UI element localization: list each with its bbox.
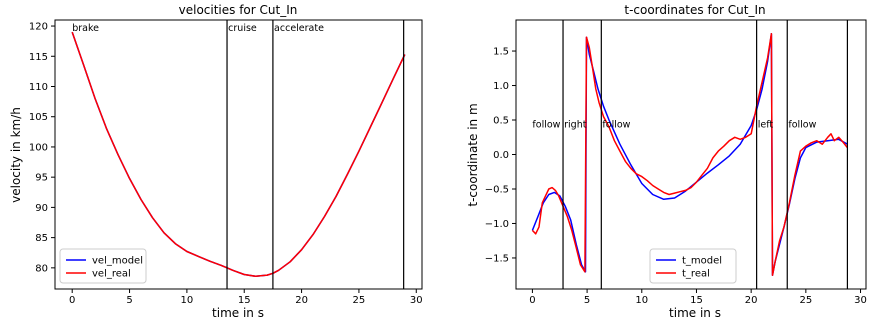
y-tick-label: 100	[29, 142, 48, 153]
series-line-vel_real	[71, 31, 406, 278]
x-axis-label: time in s	[212, 306, 264, 320]
y-tick-label: −0.5	[485, 184, 509, 195]
x-tick-label: 5	[584, 295, 590, 306]
y-axis-label: t-coordinate in m	[466, 103, 480, 206]
x-tick-label: 10	[635, 295, 648, 306]
x-tick-label: 20	[745, 295, 758, 306]
plot-frame	[54, 19, 423, 290]
legend: vel_model vel_real	[59, 248, 147, 284]
x-tick-label: 0	[529, 295, 535, 306]
series-line-t_real	[531, 33, 848, 276]
legend-box	[649, 248, 737, 284]
y-tick-label: 0.0	[493, 150, 509, 161]
x-tick-label: 25	[353, 295, 366, 306]
y-tick-label: 115	[29, 52, 48, 63]
legend-label: t_model	[682, 256, 722, 267]
phase-label: cruise	[228, 23, 257, 34]
legend-label: vel_model	[92, 256, 143, 267]
phase-label: follow	[532, 119, 560, 130]
y-tick-label: 120	[29, 22, 48, 33]
y-tick-label: 1.0	[493, 81, 509, 92]
y-tick-label: −1.0	[485, 219, 509, 230]
y-tick-label: 85	[35, 233, 48, 244]
x-tick-label: 15	[690, 295, 703, 306]
y-tick-label: 110	[29, 82, 48, 93]
chart-title: velocities for Cut_In	[179, 3, 298, 17]
phase-label: right	[564, 119, 587, 130]
legend-label: vel_real	[92, 269, 131, 280]
x-tick-label: 20	[295, 295, 308, 306]
phase-label: follow	[788, 119, 816, 130]
phase-label: accelerate	[274, 23, 324, 34]
legend: t_model t_real	[649, 248, 737, 284]
phase-label: left	[758, 119, 774, 130]
x-tick-label: 10	[181, 295, 194, 306]
legend-label: t_real	[682, 269, 710, 280]
x-tick-label: 5	[126, 295, 132, 306]
legend-box	[59, 248, 147, 284]
y-tick-label: 80	[35, 263, 48, 274]
series-line-vel_model	[71, 31, 406, 278]
y-tick-label: 90	[35, 203, 48, 214]
y-tick-label: −1.5	[485, 253, 509, 264]
x-tick-label: 0	[69, 295, 75, 306]
x-axis-label: time in s	[669, 306, 721, 320]
phase-label: follow	[602, 119, 630, 130]
x-tick-label: 30	[410, 295, 423, 306]
y-axis-label: velocity in km/h	[9, 107, 23, 203]
y-tick-label: 0.5	[493, 116, 509, 127]
velocity-chart: velocities for Cut_In time in s velocity…	[9, 3, 423, 320]
y-tick-label: 95	[35, 173, 48, 184]
x-tick-label: 30	[854, 295, 867, 306]
chart-title: t-coordinates for Cut_In	[624, 3, 765, 17]
phase-label: brake	[72, 23, 99, 34]
x-tick-label: 15	[238, 295, 251, 306]
y-tick-label: 1.5	[493, 47, 509, 58]
x-tick-label: 25	[799, 295, 812, 306]
y-tick-label: 105	[29, 112, 48, 123]
t-coordinate-chart: t-coordinates for Cut_In time in s t-coo…	[466, 3, 867, 320]
